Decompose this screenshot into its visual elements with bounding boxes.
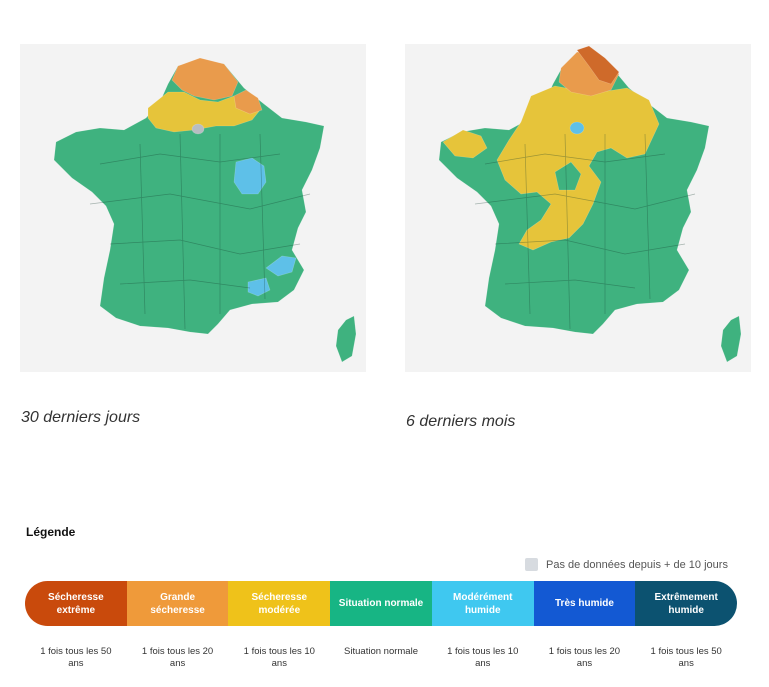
map-region-north-east <box>233 89 263 115</box>
legend-frequency-extreme-drought: 1 fois tous les 50 ans <box>40 646 112 669</box>
map-region-rest <box>53 59 325 335</box>
no-data-label: Pas de données depuis + de 10 jours <box>546 558 728 571</box>
caption-6-months: 6 derniers mois <box>406 413 516 430</box>
legend-item-extremely-humid: Extrêmement humide <box>635 581 737 626</box>
legend-frequency-extremely-humid: 1 fois tous les 50 ans <box>650 646 722 669</box>
legend-frequencies: 1 fois tous les 50 ans 1 fois tous les 2… <box>25 646 737 670</box>
legend-item-very-humid: Très humide <box>533 581 636 626</box>
no-data-swatch <box>525 558 538 571</box>
map-region-centre-pocket <box>554 161 582 191</box>
map-region-corsica <box>720 315 742 363</box>
legend-item-moderately-humid: Modérément humide <box>431 581 534 626</box>
caption-30-days: 30 derniers jours <box>21 409 141 426</box>
legend-frequency-moderately-humid: 1 fois tous les 10 ans <box>447 646 519 669</box>
map-region-centre <box>233 157 267 195</box>
legend-frequency-very-humid: 1 fois tous les 20 ans <box>548 646 621 669</box>
map-region-alps <box>265 255 297 277</box>
map-region-corsica <box>335 315 357 363</box>
legend-frequency-moderate-drought: 1 fois tous les 10 ans <box>243 646 315 669</box>
map-region-paris <box>191 123 205 135</box>
map-region-brittany <box>442 129 488 159</box>
map-6-months <box>405 44 751 372</box>
legend-item-extreme-drought: Sécheresse extrême <box>25 581 127 626</box>
legend-item-great-drought: Grande sécheresse <box>126 581 229 626</box>
map-region-band <box>147 91 261 133</box>
map-region-paris <box>569 121 585 135</box>
legend-title: Légende <box>26 525 76 539</box>
legend-frequency-normal: Situation normale <box>344 646 418 657</box>
map-region-alps-south <box>247 277 271 297</box>
france-map-6-months <box>438 45 742 363</box>
legend-frequency-great-drought: 1 fois tous les 20 ans <box>141 646 214 669</box>
map-region-north-tip <box>576 45 620 85</box>
map-region-band <box>496 85 660 251</box>
no-data-note: Pas de données depuis + de 10 jours <box>525 558 728 571</box>
legend-bar: Sécheresse extrême Grande sécheresse Séc… <box>25 581 737 626</box>
map-region-north <box>171 57 239 101</box>
legend-item-moderate-drought: Sécheresse modérée <box>228 581 331 626</box>
legend-item-normal: Situation normale <box>330 581 432 626</box>
france-map-30-days <box>53 57 357 363</box>
map-30-days <box>20 44 366 372</box>
